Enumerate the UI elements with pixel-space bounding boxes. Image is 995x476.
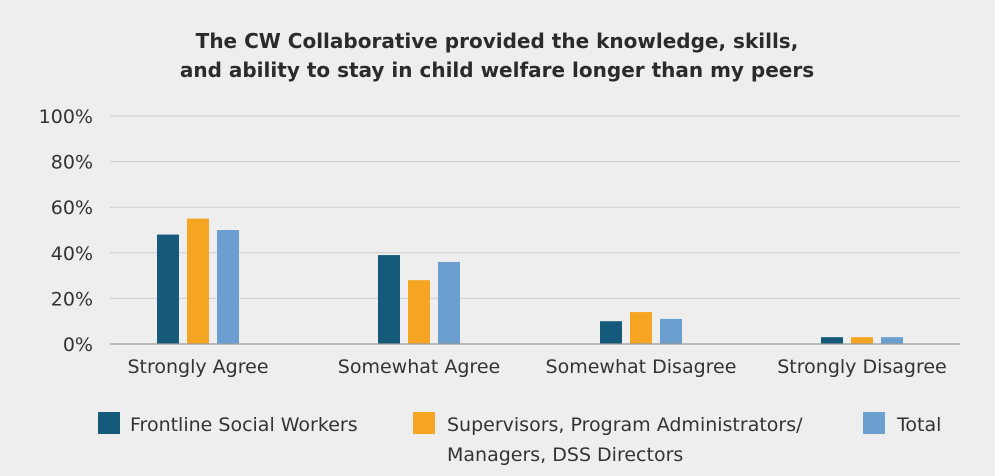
bar-somewhat-disagree-series-2 [630, 312, 652, 344]
bars [157, 218, 903, 344]
bar-somewhat-agree-series-1 [378, 255, 400, 344]
chart-title: The CW Collaborative provided the knowle… [180, 29, 814, 82]
bar-somewhat-disagree-series-1 [600, 321, 622, 344]
bar-strongly-agree-series-3 [217, 230, 239, 344]
legend-swatch-frontline [98, 412, 120, 434]
y-tick-label-40: 40% [51, 243, 93, 265]
bar-strongly-agree-series-2 [187, 218, 209, 344]
legend-label-total: Total [896, 414, 941, 436]
y-tick-label-100: 100% [39, 106, 93, 128]
y-tick-label-80: 80% [51, 152, 93, 174]
legend: Frontline Social Workers Supervisors, Pr… [98, 412, 941, 466]
bar-somewhat-disagree-series-3 [660, 318, 682, 344]
bar-strongly-agree-series-1 [157, 234, 179, 344]
legend-swatch-supervisors [413, 412, 435, 434]
legend-swatch-total [863, 412, 885, 434]
x-category-label-somewhat-agree: Somewhat Agree [338, 356, 500, 378]
legend-label-supervisors-line-1: Supervisors, Program Administrators/ [447, 414, 803, 436]
y-tick-label-20: 20% [51, 288, 93, 310]
y-tick-label-60: 60% [51, 197, 93, 219]
x-category-label-strongly-disagree: Strongly Disagree [777, 356, 946, 378]
bar-strongly-disagree-series-2 [851, 337, 873, 344]
bar-strongly-disagree-series-1 [821, 337, 843, 344]
chart-title-line-2: and ability to stay in child welfare lon… [180, 58, 814, 82]
x-category-label-strongly-agree: Strongly Agree [127, 356, 268, 378]
legend-label-frontline: Frontline Social Workers [130, 414, 358, 436]
gridlines [110, 115, 960, 299]
y-tick-label-0: 0% [63, 334, 93, 356]
bar-somewhat-agree-series-3 [438, 261, 460, 344]
y-axis-ticks: 0% 20% 40% 60% 80% 100% [39, 106, 93, 356]
legend-label-supervisors-line-2: Managers, DSS Directors [447, 444, 683, 466]
x-axis-categories: Strongly Agree Somewhat Agree Somewhat Dis… [127, 356, 946, 378]
bar-somewhat-agree-series-2 [408, 280, 430, 344]
bar-strongly-disagree-series-3 [881, 337, 903, 344]
x-category-label-somewhat-disagree: Somewhat Disagree [546, 356, 737, 378]
chart-title-line-1: The CW Collaborative provided the knowle… [196, 29, 799, 53]
